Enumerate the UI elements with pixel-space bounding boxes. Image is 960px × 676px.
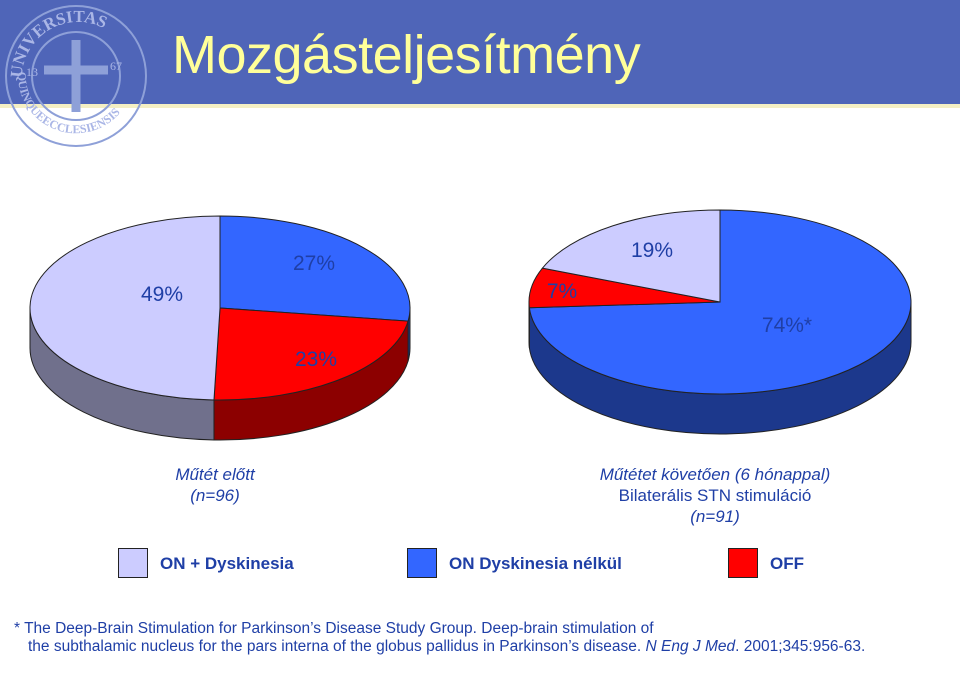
page-title: Mozgásteljesítmény: [172, 25, 641, 85]
university-seal-logo: UNIVERSITAS QUINQUEECCLESIENSIS 13 67: [5, 5, 147, 147]
caption-before-n: (n=96): [190, 486, 240, 505]
chart-legend: ON + Dyskinesia ON Dyskinesia nélkül OFF: [0, 546, 960, 582]
footnote-citation: . 2001;345:956-63.: [735, 638, 866, 655]
pie-0-label-1: 27%: [293, 252, 335, 275]
footnote-text-2: the subthalamic nucleus for the pars int…: [28, 638, 642, 655]
caption-before-title: Műtét előtt: [175, 465, 255, 484]
footnote-text-1: The Deep-Brain Stimulation for Parkinson…: [24, 620, 654, 637]
chart-caption-after: Műtétet követően (6 hónappal) Bilateráli…: [540, 464, 890, 527]
legend-swatch-on-no-dyskinesia: [407, 548, 437, 578]
footnote-reference: * The Deep-Brain Stimulation for Parkins…: [14, 620, 954, 656]
pie-1-label-2: 7%: [547, 280, 577, 303]
caption-after-title: Műtétet követően (6 hónappal): [599, 465, 831, 484]
pie-chart-0: 27% 23% 49%: [29, 215, 411, 441]
caption-after-subtitle: Bilaterális STN stimuláció: [618, 486, 812, 505]
seal-year-left: 13: [26, 65, 38, 79]
pie-1-slice-0: [541, 209, 721, 303]
legend-swatch-on-dyskinesia: [118, 548, 148, 578]
pie-0-slice-1: [219, 215, 411, 322]
header-strip: [0, 104, 960, 108]
pie-0-slice-0: [29, 215, 221, 401]
pie-1-label-1: 74%*: [762, 314, 812, 337]
legend-swatch-off: [728, 548, 758, 578]
pie-1-label-0: 19%: [631, 239, 673, 262]
pie-0-label-2: 23%: [295, 348, 337, 371]
legend-label-off: OFF: [770, 554, 804, 573]
header-bar: [0, 0, 960, 104]
footnote-journal: N Eng J Med: [645, 638, 736, 655]
seal-year-right: 67: [110, 59, 122, 73]
legend-label-on-dyskinesia: ON + Dyskinesia: [160, 554, 294, 573]
chart-caption-before: Műtét előtt (n=96): [120, 464, 310, 506]
footnote-marker: *: [14, 620, 21, 637]
pie-0-label-0: 49%: [141, 283, 183, 306]
caption-after-n: (n=91): [690, 507, 740, 526]
pie-chart-1: 74%* 7% 19%: [528, 209, 912, 435]
legend-label-on-no-dyskinesia: ON Dyskinesia nélkül: [449, 554, 622, 573]
pie-0-slice-2: [213, 307, 409, 401]
